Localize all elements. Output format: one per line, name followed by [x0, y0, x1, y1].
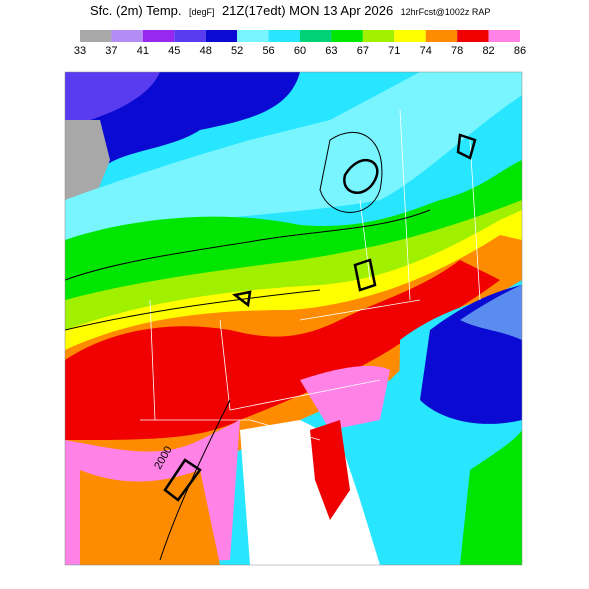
field-cool [65, 72, 522, 240]
field-coastal [300, 365, 390, 430]
colorbar-swatch [457, 30, 489, 42]
map-frame [64, 71, 523, 566]
colorbar-swatch [394, 30, 426, 42]
title-units: [degF] [189, 7, 215, 17]
title-run: 12hrFcst@1002z RAP [401, 7, 491, 17]
colorbar-swatch [111, 30, 143, 42]
field-peninsula [310, 420, 350, 520]
colorbar-label: 78 [451, 45, 463, 57]
colorbar-swatch [331, 30, 363, 42]
colorbar-label: 37 [105, 45, 117, 57]
contours-bold [163, 133, 477, 502]
colorbar-label: 60 [294, 45, 306, 57]
colorbar-label: 33 [74, 45, 86, 57]
colorbar-label: 67 [357, 45, 369, 57]
colorbar-label: 86 [514, 45, 526, 57]
colorbar-swatch [80, 30, 112, 42]
colorbar-swatch [268, 30, 300, 42]
colorbar-swatch [205, 30, 238, 42]
colorbar-label: 41 [137, 45, 149, 57]
colorbar-swatch [142, 30, 175, 42]
ocean-mild [460, 430, 522, 565]
field-warm-south [80, 470, 220, 565]
colorbar-swatch [237, 30, 269, 42]
colorbar-swatch [362, 30, 395, 42]
colorbar-label: 45 [168, 45, 180, 57]
colorbar-label: 48 [200, 45, 212, 57]
field-colder [65, 72, 160, 130]
title: Sfc. (2m) Temp. [degF] 21Z(17edt) MON 13… [90, 2, 490, 19]
colorbar-label: 63 [325, 45, 337, 57]
field-gray [65, 120, 110, 210]
colorbar-swatch [300, 30, 332, 42]
ocean-cold-edge [460, 285, 522, 340]
colorbar-swatch [425, 30, 458, 42]
colorbar: 33 37 41 45 48 52 56 60 63 67 71 74 78 82 86 [74, 30, 526, 57]
colorbar-label: 52 [231, 45, 243, 57]
colorbar-label: 82 [482, 45, 494, 57]
title-field: Sfc. (2m) Temp. [90, 3, 182, 18]
title-valid: 21Z(17edt) MON 13 Apr 2026 [222, 3, 393, 18]
contours [65, 131, 431, 561]
colorbar-label: 71 [388, 45, 400, 57]
state-borders [140, 109, 481, 441]
map: 2000 [64, 71, 523, 566]
colorbar-swatch [488, 30, 520, 42]
colorbar-label: 56 [262, 45, 274, 57]
colorbar-swatch [174, 30, 206, 42]
colorbar-label: 74 [420, 45, 432, 57]
